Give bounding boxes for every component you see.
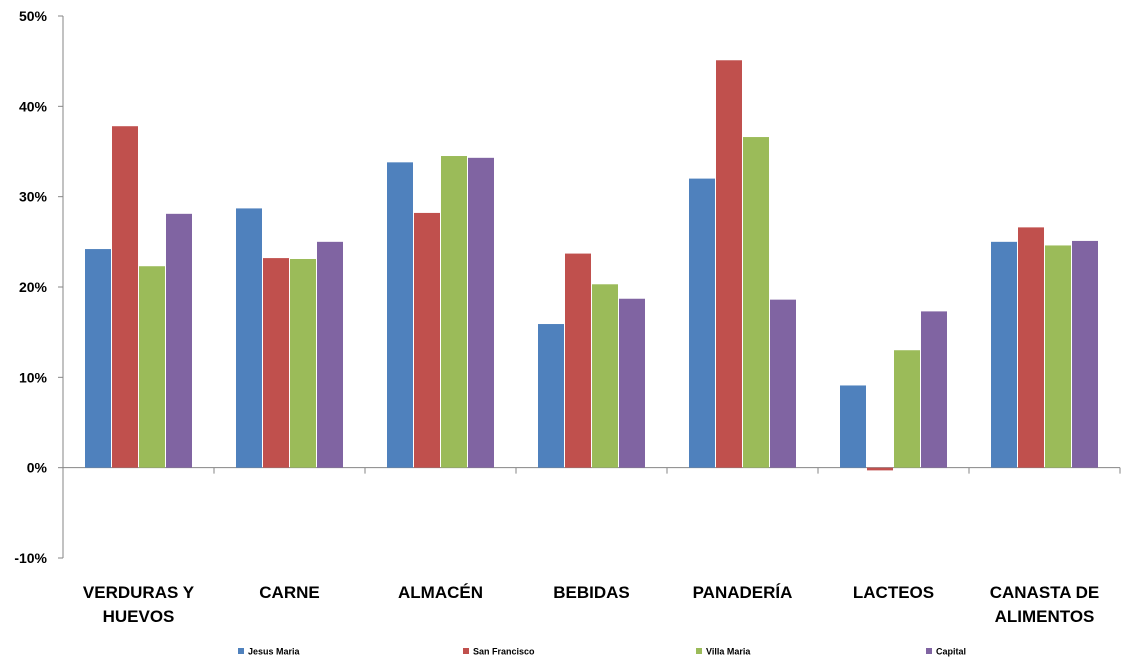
bar <box>921 311 947 468</box>
y-tick-label: 0% <box>27 460 48 476</box>
y-tick-label: 20% <box>19 279 48 295</box>
legend: Jesus Maria San Francisco Villa Maria Capit… <box>238 647 966 657</box>
legend-label: Jesus Maria <box>248 647 301 657</box>
bar <box>991 241 1017 468</box>
legend-swatch <box>696 648 702 654</box>
bar <box>619 298 645 468</box>
category-label: BEBIDAS <box>553 583 630 602</box>
bar <box>716 60 742 468</box>
bar <box>1045 245 1071 468</box>
bar <box>112 126 138 468</box>
bar <box>840 385 866 468</box>
y-tick-label: -10% <box>14 550 47 566</box>
category-label: LACTEOS <box>853 583 934 602</box>
legend-label: Villa Maria <box>706 647 751 657</box>
category-label: HUEVOS <box>103 607 175 626</box>
legend-label: San Francisco <box>473 647 535 657</box>
category-label: VERDURAS Y <box>83 583 195 602</box>
bar <box>414 212 440 468</box>
x-axis <box>62 467 1121 474</box>
bar <box>770 299 796 468</box>
bar <box>1072 240 1098 468</box>
y-tick-label: 30% <box>19 189 48 205</box>
category-labels: VERDURAS Y HUEVOS CARNE ALMACÉN BEBIDAS PANAD… <box>83 583 1099 626</box>
bar <box>263 258 289 468</box>
legend-swatch <box>463 648 469 654</box>
legend-swatch <box>238 648 244 654</box>
bar <box>387 162 413 468</box>
bar <box>85 249 111 468</box>
bar <box>166 213 192 468</box>
bar <box>538 324 564 468</box>
category-label: CARNE <box>259 583 319 602</box>
bar <box>1018 227 1044 468</box>
category-label: CANASTA DE <box>990 583 1100 602</box>
bar <box>317 241 343 468</box>
y-axis: -10% 0% 10% 20% 30% 40% 50% <box>14 8 64 566</box>
legend-swatch <box>926 648 932 654</box>
bar <box>468 157 494 468</box>
bar <box>290 258 316 468</box>
bar <box>894 350 920 468</box>
bar <box>689 178 715 468</box>
bar <box>592 284 618 468</box>
legend-label: Capital <box>936 647 966 657</box>
y-tick-label: 50% <box>19 8 48 24</box>
bar <box>236 208 262 468</box>
y-tick-label: 40% <box>19 98 48 114</box>
bar <box>441 156 467 468</box>
bar <box>743 137 769 468</box>
bar <box>565 253 591 468</box>
bar <box>867 467 893 471</box>
category-label: ALIMENTOS <box>995 607 1095 626</box>
y-tick-label: 10% <box>19 369 48 385</box>
category-label: ALMACÉN <box>398 583 483 602</box>
category-label: PANADERÍA <box>693 583 793 602</box>
bar <box>139 266 165 468</box>
bars <box>85 60 1098 471</box>
